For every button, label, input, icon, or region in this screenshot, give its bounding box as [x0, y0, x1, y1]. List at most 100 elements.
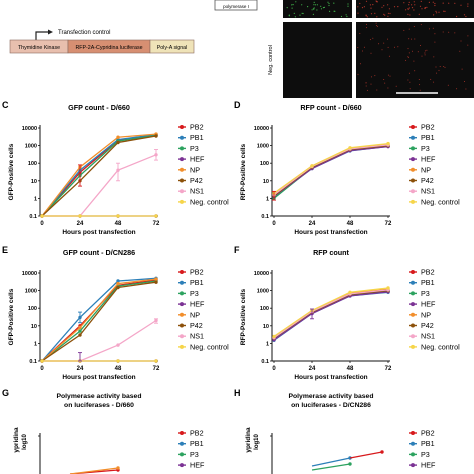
- cell-speck: [434, 4, 436, 7]
- y-tick-label: 1: [34, 196, 37, 202]
- legend-label-np: NP: [190, 310, 200, 319]
- x-tick-label: 72: [153, 221, 160, 227]
- series-line-hef: [273, 145, 389, 197]
- chart-panel-e: E GFP count - D/CN286 0 24 48 72 Hours post tr…: [2, 245, 229, 381]
- cell-speck: [301, 12, 303, 14]
- panel-title: RFP count: [313, 248, 349, 257]
- series-line-p3: [273, 290, 389, 340]
- cell-speck: [347, 5, 349, 7]
- cell-speck: [313, 7, 315, 9]
- series-line-pb1: [273, 145, 389, 198]
- legend-label-p3: P3: [190, 450, 199, 459]
- cell-speck: [365, 85, 367, 87]
- legend-swatch-marker: [411, 344, 415, 349]
- cell-speck: [407, 56, 409, 58]
- y-tick-label: 10000: [254, 271, 269, 277]
- series-line-p42: [273, 289, 389, 339]
- panel-title-line: Polymerase activity based: [288, 393, 373, 400]
- data-point: [154, 214, 158, 218]
- data-point: [78, 333, 82, 337]
- x-tick-label: 48: [115, 221, 122, 227]
- cell-speck: [403, 2, 405, 4]
- cell-speck: [433, 14, 435, 16]
- arrowhead-icon: [48, 29, 53, 35]
- cell-speck: [366, 89, 368, 91]
- legend-label-pb1: PB1: [421, 439, 435, 448]
- cell-speck: [357, 73, 359, 75]
- cell-speck: [376, 89, 378, 91]
- chart-panel-c: C GFP count - D/660 0 24 48 72 Hours post tran…: [2, 100, 229, 236]
- legend-swatch-marker: [411, 323, 415, 328]
- cell-speck: [359, 2, 361, 5]
- cell-speck: [465, 15, 467, 18]
- legend-swatch-marker: [180, 167, 184, 172]
- legend-swatch-marker: [411, 441, 415, 446]
- cell-speck: [403, 29, 405, 31]
- cell-speck: [460, 40, 462, 42]
- cell-speck: [295, 1, 297, 3]
- cell-speck: [414, 38, 416, 40]
- cell-speck: [456, 88, 458, 90]
- x-tick-label: 24: [309, 221, 316, 227]
- cell-speck: [365, 15, 367, 17]
- polya-box: [149, 39, 195, 54]
- series-line-p3: [41, 134, 157, 217]
- legend-swatch-marker: [411, 146, 415, 151]
- data-point: [154, 359, 158, 363]
- legend-label-neg-control: Neg. control: [421, 197, 460, 206]
- panel-title: GFP count - D/660: [68, 103, 130, 112]
- cell-speck: [316, 9, 318, 11]
- panel-title: GFP count - D/CN286: [63, 248, 135, 257]
- x-tick-label: 72: [385, 221, 392, 227]
- cell-speck: [362, 50, 363, 52]
- cell-speck: [328, 4, 330, 7]
- cell-speck: [408, 7, 410, 9]
- data-point: [154, 134, 158, 138]
- series-line-pb1: [41, 133, 157, 217]
- x-tick-label: 0: [40, 221, 44, 227]
- cell-speck: [433, 81, 435, 83]
- legend-label-p3: P3: [190, 289, 199, 298]
- cell-speck: [434, 33, 436, 35]
- y-tick-label: 100: [260, 161, 269, 167]
- y-tick-label: 10: [31, 324, 37, 330]
- cell-speck: [372, 4, 374, 6]
- y-tick-label: 10000: [254, 126, 269, 132]
- legend-label-pb2: PB2: [190, 268, 204, 277]
- cell-speck: [384, 82, 386, 84]
- cell-speck: [376, 25, 378, 26]
- data-point: [40, 359, 44, 363]
- data-point: [154, 280, 158, 284]
- cell-speck: [299, 14, 301, 16]
- panel-letter: E: [2, 245, 8, 255]
- legend-swatch-marker: [180, 125, 184, 129]
- panel-letter: D: [234, 100, 241, 110]
- data-point: [78, 329, 82, 333]
- legend-label-neg-control: Neg. control: [190, 197, 229, 206]
- data-point: [78, 214, 82, 218]
- cell-speck: [369, 4, 371, 6]
- cell-speck: [467, 44, 469, 46]
- x-tick-label: 72: [385, 366, 392, 372]
- y-axis-label: RFP-Positive cells: [240, 288, 247, 345]
- cell-speck: [408, 72, 410, 74]
- data-point: [78, 325, 82, 330]
- legend-label-p3: P3: [421, 450, 430, 459]
- series-line-ns1: [273, 289, 389, 339]
- cell-speck: [366, 23, 367, 25]
- cell-speck: [430, 78, 432, 80]
- legend-swatch-marker: [411, 135, 415, 140]
- cell-speck: [370, 13, 373, 15]
- legend-label-pb2: PB2: [421, 429, 435, 438]
- y-axis-label: GFP-Positive cells: [8, 143, 15, 200]
- series-line-np: [273, 143, 389, 195]
- cell-speck: [418, 79, 420, 80]
- legend-swatch-marker: [411, 270, 415, 274]
- cell-speck: [302, 12, 304, 15]
- cell-speck: [413, 9, 415, 11]
- cell-speck: [447, 84, 449, 86]
- legend-swatch-marker: [180, 135, 184, 140]
- cell-speck: [397, 46, 399, 48]
